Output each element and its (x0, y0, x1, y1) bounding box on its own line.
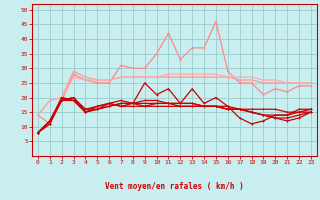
X-axis label: Vent moyen/en rafales ( km/h ): Vent moyen/en rafales ( km/h ) (105, 182, 244, 191)
